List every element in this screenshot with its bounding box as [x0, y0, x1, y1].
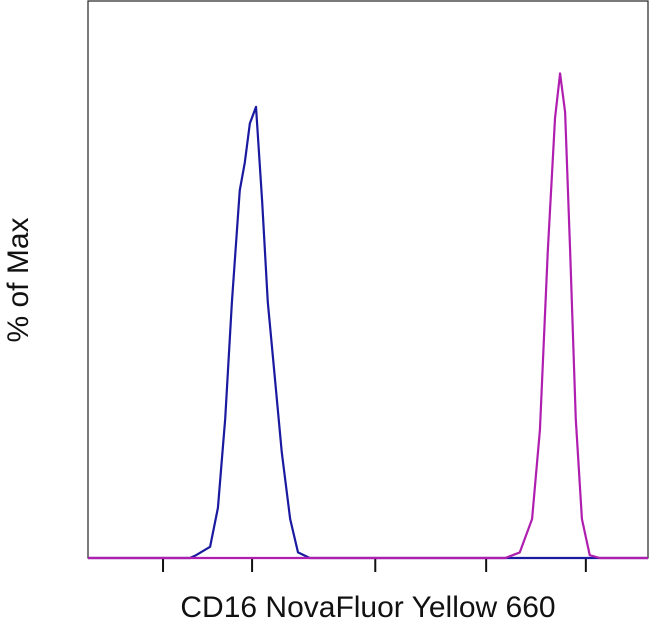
histogram-line [88, 105, 648, 560]
histogram-line [88, 72, 648, 560]
y-axis-label: % of Max [2, 217, 35, 342]
x-axis-label: CD16 NovaFluor Yellow 660 [180, 591, 555, 624]
plot-frame [87, 0, 649, 559]
